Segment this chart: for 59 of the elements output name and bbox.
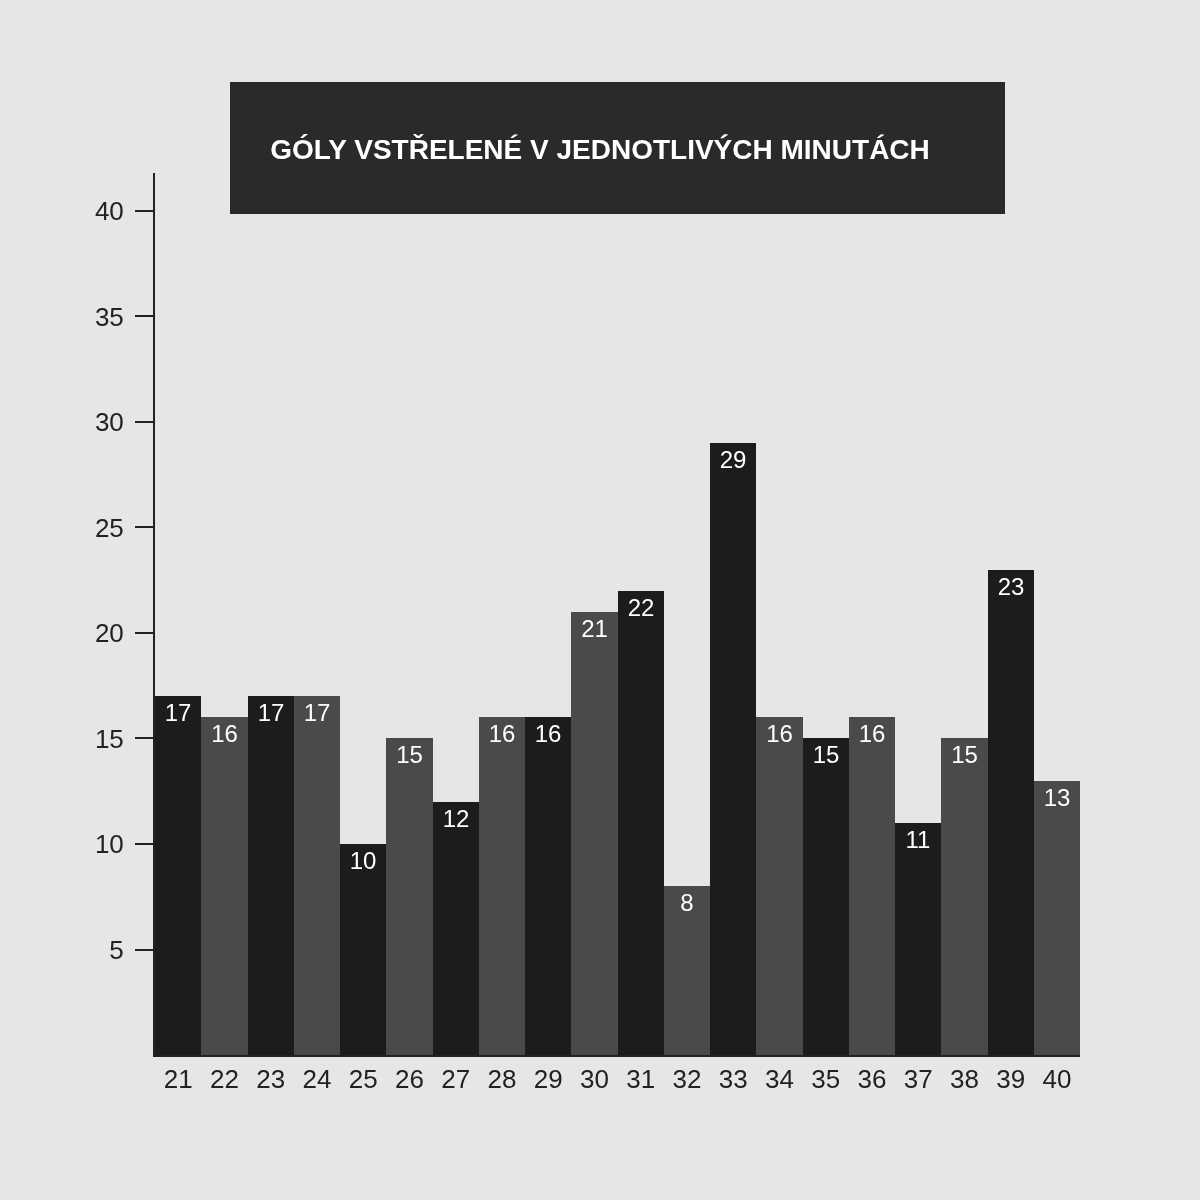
data-label: 11: [905, 826, 931, 853]
x-tick-label: 35: [811, 1064, 841, 1095]
data-label: 16: [766, 720, 793, 747]
data-label: 21: [581, 615, 608, 642]
x-tick-label: 21: [163, 1064, 193, 1095]
y-tick-label: 35: [94, 301, 124, 332]
x-tick-label: 31: [626, 1064, 656, 1095]
data-label: 10: [349, 847, 377, 874]
data-label: 13: [1043, 784, 1071, 811]
bar: [294, 696, 340, 1055]
x-tick-label: 26: [394, 1064, 424, 1095]
y-tick-label: 40: [94, 196, 124, 227]
data-label: 12: [442, 805, 470, 832]
data-label: 16: [534, 720, 562, 747]
x-tick-label: 40: [1042, 1064, 1072, 1095]
x-tick-label: 36: [857, 1064, 887, 1095]
x-tick-label: 30: [579, 1064, 609, 1095]
y-tick-label: 30: [94, 407, 124, 438]
bar: [386, 738, 433, 1055]
x-tick-label: 24: [302, 1064, 332, 1095]
x-tick-label: 23: [256, 1064, 286, 1095]
y-tick-label: 15: [94, 723, 124, 754]
data-label: 16: [488, 720, 516, 747]
data-label: 29: [719, 446, 747, 473]
y-tick-label: 5: [109, 934, 124, 965]
data-label: 15: [812, 741, 840, 768]
data-label: 22: [627, 594, 655, 621]
data-label: 17: [303, 699, 331, 726]
x-tick-label: 32: [672, 1064, 702, 1095]
bar: [849, 717, 895, 1055]
x-tick-label: 37: [903, 1064, 933, 1095]
data-label: 15: [951, 741, 978, 768]
data-label: 17: [257, 699, 285, 726]
x-tick-label: 25: [348, 1064, 378, 1095]
bar: [756, 717, 803, 1055]
x-tick-label: 29: [533, 1064, 563, 1095]
x-tick-label: 38: [949, 1064, 979, 1095]
x-tick-label: 33: [718, 1064, 748, 1095]
x-tick-label: 28: [487, 1064, 517, 1095]
bar: [941, 738, 988, 1055]
y-tick-label: 10: [94, 829, 124, 860]
x-tick-label: 22: [209, 1064, 239, 1095]
y-tick-label: 25: [94, 512, 124, 543]
y-tick-label: 20: [94, 618, 124, 649]
data-label: 17: [164, 699, 192, 726]
data-label: 16: [211, 720, 238, 747]
bar: [1034, 781, 1080, 1055]
x-tick-label: 39: [996, 1064, 1026, 1095]
data-label: 15: [396, 741, 423, 768]
chart-title: GÓLY VSTŘELENÉ V JEDNOTLIVÝCH MINUTÁCH: [270, 133, 930, 165]
bar: [201, 717, 248, 1055]
bar: [479, 717, 525, 1055]
bar: [664, 886, 710, 1055]
x-tick-label: 27: [441, 1064, 471, 1095]
data-label: 8: [680, 889, 694, 916]
bar: [571, 612, 618, 1055]
data-label: 23: [997, 573, 1025, 600]
x-tick-label: 34: [764, 1064, 794, 1095]
data-label: 16: [858, 720, 886, 747]
